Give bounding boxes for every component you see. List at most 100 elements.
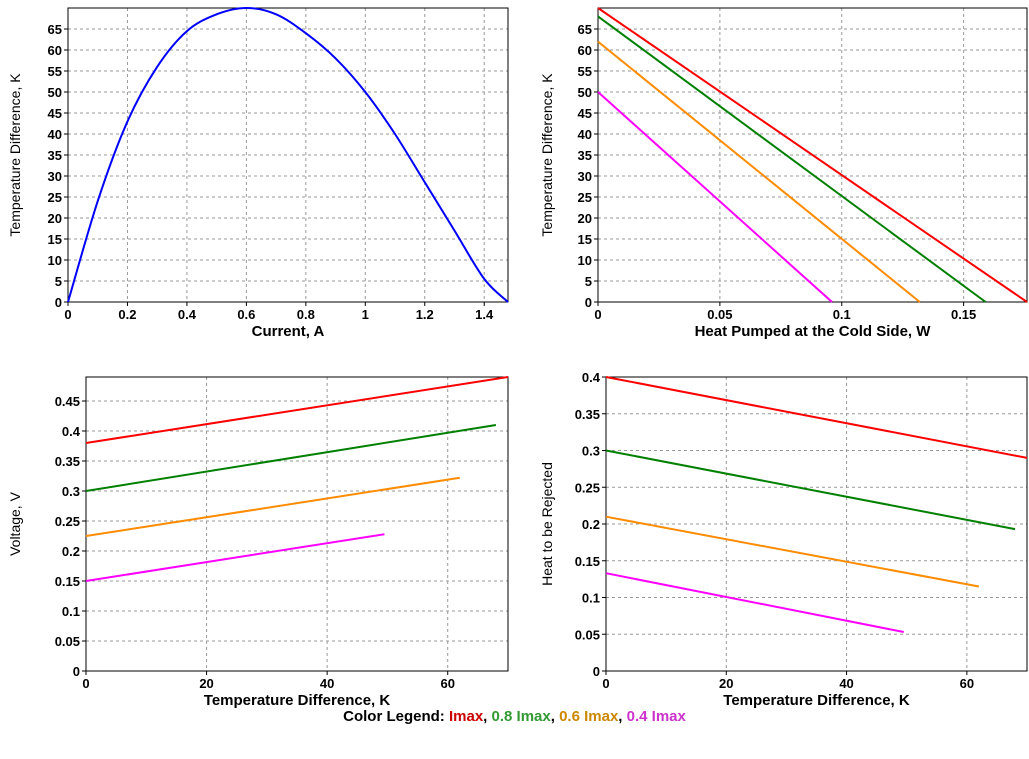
y-tick-label: 0.1 [62,604,80,619]
y-tick-label: 60 [578,43,592,58]
y-tick-label: 65 [48,22,62,37]
y-tick-label: 60 [48,43,62,58]
y-tick-label: 45 [48,106,62,121]
legend-title: Color Legend: [343,708,445,725]
y-tick-label: 0.1 [582,591,600,606]
legend-item-0-8-imax: 0.8 Imax [491,708,551,725]
series-line-2 [605,449,1016,531]
y-tick-label: 65 [578,22,592,37]
x-tick-label: 60 [960,676,974,691]
y-axis-label: Temperature Difference, K [7,73,23,237]
series-line-1 [605,376,1028,459]
y-tick-label: 50 [48,85,62,100]
y-tick-label: 35 [578,148,592,163]
y-tick-label: 15 [48,232,62,247]
x-tick-label: 0 [64,307,71,322]
y-tick-label: 50 [578,85,592,100]
x-tick-label: 0.1 [833,307,851,322]
x-tick-label: 0.4 [178,307,197,322]
y-tick-label: 55 [48,64,62,79]
y-tick-label: 0.2 [62,544,80,559]
y-tick-label: 0.35 [55,454,80,469]
series-line-4 [597,91,833,303]
x-tick-label: 0 [602,676,609,691]
series-line-3 [605,515,980,588]
x-tick-label: 40 [839,676,853,691]
x-tick-label: 0.05 [707,307,732,322]
y-tick-label: 10 [578,253,592,268]
legend-item-0-4-imax: 0.4 Imax [626,708,686,725]
y-tick-label: 30 [578,169,592,184]
x-tick-label: 60 [440,676,454,691]
y-tick-label: 0.05 [575,627,600,642]
charts-area: 0 0.2 0.4 0.6 0.8 1 1.2 1.405101520253035404550… [7,7,1028,709]
y-tick-label: 0.3 [62,484,80,499]
series-line-4 [85,533,385,582]
x-tick-label: 20 [719,676,733,691]
x-tick-label: 0.8 [297,307,315,322]
y-tick-label: 25 [48,190,62,205]
y-tick-label: 0.15 [575,554,600,569]
y-tick-label: 0 [593,664,600,679]
series-line-1 [85,376,509,444]
plot-area [86,377,508,671]
y-axis-label: Heat to be Rejected [539,462,555,586]
x-tick-label: 0 [594,307,601,322]
y-tick-label: 0.3 [582,444,600,459]
y-tick-label: 0.2 [582,517,600,532]
y-tick-label: 0 [55,295,62,310]
y-tick-label: 40 [578,127,592,142]
series-line-1 [67,7,509,303]
y-tick-label: 0.4 [582,370,601,385]
chart-1: 0 0.2 0.4 0.6 0.8 1 1.2 1.4 0 5 10 15 20 25 30 35 40 45 50… [7,7,509,340]
y-axis-label: Voltage, V [7,491,23,555]
x-tick-label: 0.6 [237,307,255,322]
y-tick-label: 0 [73,664,80,679]
x-tick-label: 0.15 [951,307,976,322]
x-axis-label: Current, A [252,323,325,340]
x-tick-label: 1 [362,307,369,322]
plot-frame [85,376,509,672]
chart-4: 0 20 40 60 0 0.05 0.1 0.15 0.2 0.25 0.3 0.35 0.4 Temp… [539,370,1028,709]
x-axis-label: Temperature Difference, K [723,692,910,709]
legend-separator: , [550,708,560,725]
series-line-3 [85,476,460,537]
y-tick-label: 0.15 [55,574,80,589]
series-line-2 [597,15,987,303]
x-axis-label: Temperature Difference, K [204,692,391,709]
y-tick-label: 20 [48,211,62,226]
series-line-1 [597,7,1028,303]
legend-item-0-6-imax: 0.6 Imax [559,708,619,725]
y-tick-label: 30 [48,169,62,184]
x-tick-label: 20 [199,676,213,691]
series-line-2 [85,424,497,492]
y-tick-label: 25 [578,190,592,205]
x-tick-label: 1.2 [416,307,434,322]
y-tick-label: 55 [578,64,592,79]
y-tick-label: 0.45 [55,394,80,409]
y-tick-label: 40 [48,127,62,142]
legend-separator: , [483,708,492,725]
y-tick-label: 20 [578,211,592,226]
y-tick-label: 15 [578,232,592,247]
x-axis-label: Heat Pumped at the Cold Side, W [695,323,932,340]
y-tick-label: 45 [578,106,592,121]
y-axis-label: Temperature Difference, K [539,73,555,237]
x-tick-label: 0.2 [118,307,136,322]
y-tick-label: 0 [585,295,592,310]
color-legend: Color Legend: Imax, 0.8 Imax, 0.6 Imax, … [0,708,1029,725]
chart-3: 0 20 40 60 0 0.05 0.1 0.15 0.2 0.25 0.3 0.35 0.4 0.45… [7,376,509,709]
chart-2: 0 0.05 0.1 0.15 0 5 10 15 20 25 30 35 40 45 50 55 60 65 He… [539,7,1028,340]
series-line-3 [597,40,921,303]
y-tick-label: 35 [48,148,62,163]
y-tick-label: 5 [55,274,62,289]
y-tick-label: 0.35 [575,407,600,422]
y-tick-label: 5 [585,274,592,289]
y-tick-label: 0.25 [55,514,80,529]
x-tick-label: 0 [82,676,89,691]
x-tick-label: 1.4 [475,307,494,322]
legend-item-imax: Imax [448,708,484,725]
y-tick-label: 0.25 [575,480,600,495]
series-line-4 [605,572,904,633]
legend-separator: , [618,708,627,725]
